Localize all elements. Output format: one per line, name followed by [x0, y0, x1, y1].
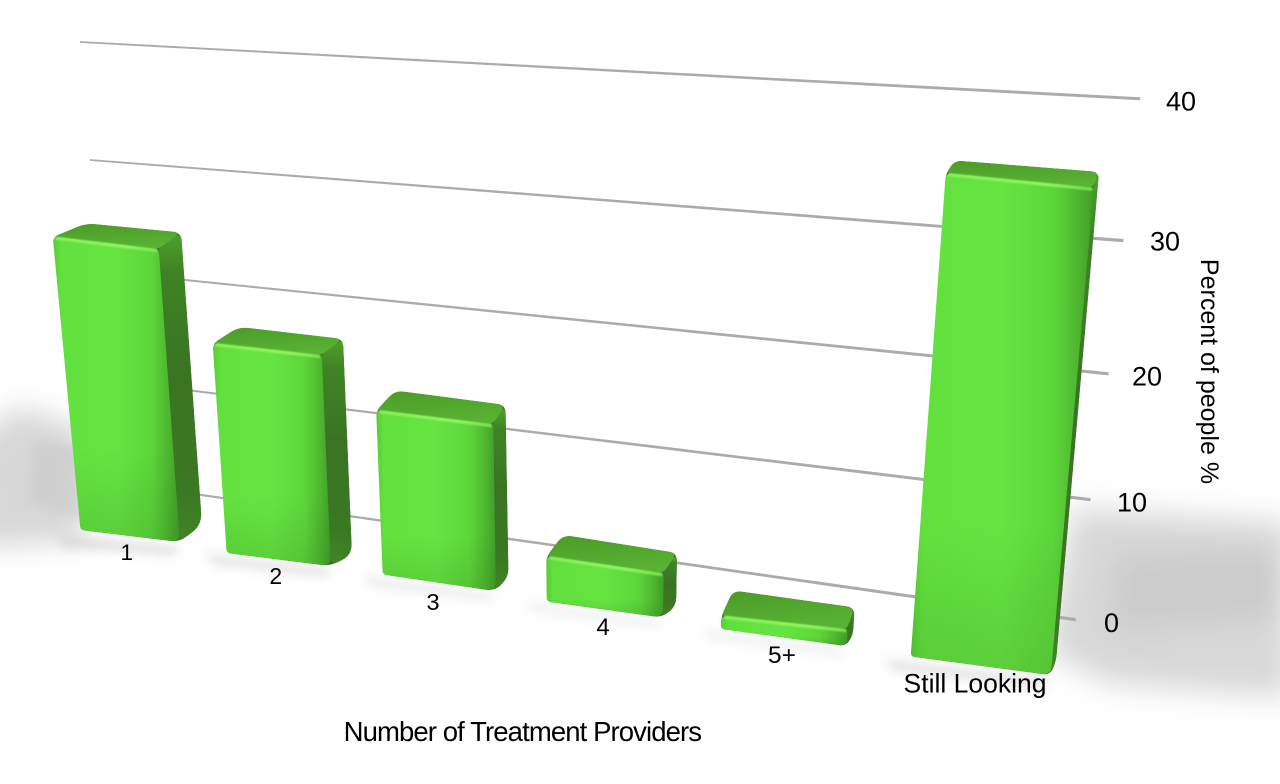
svg-text:Percent of people %: Percent of people % [1195, 259, 1223, 484]
svg-text:Number of Treatment Providers: Number of Treatment Providers [344, 716, 702, 747]
svg-text:5+: 5+ [768, 642, 796, 669]
svg-text:4: 4 [596, 614, 609, 641]
svg-text:40: 40 [1166, 87, 1196, 117]
svg-text:30: 30 [1150, 227, 1180, 257]
svg-text:3: 3 [426, 589, 439, 615]
svg-text:Still Looking: Still Looking [904, 669, 1047, 699]
svg-text:10: 10 [1117, 488, 1147, 518]
svg-text:1: 1 [120, 540, 133, 565]
svg-text:0: 0 [1104, 608, 1119, 638]
svg-text:20: 20 [1132, 362, 1162, 392]
svg-text:2: 2 [269, 563, 282, 589]
